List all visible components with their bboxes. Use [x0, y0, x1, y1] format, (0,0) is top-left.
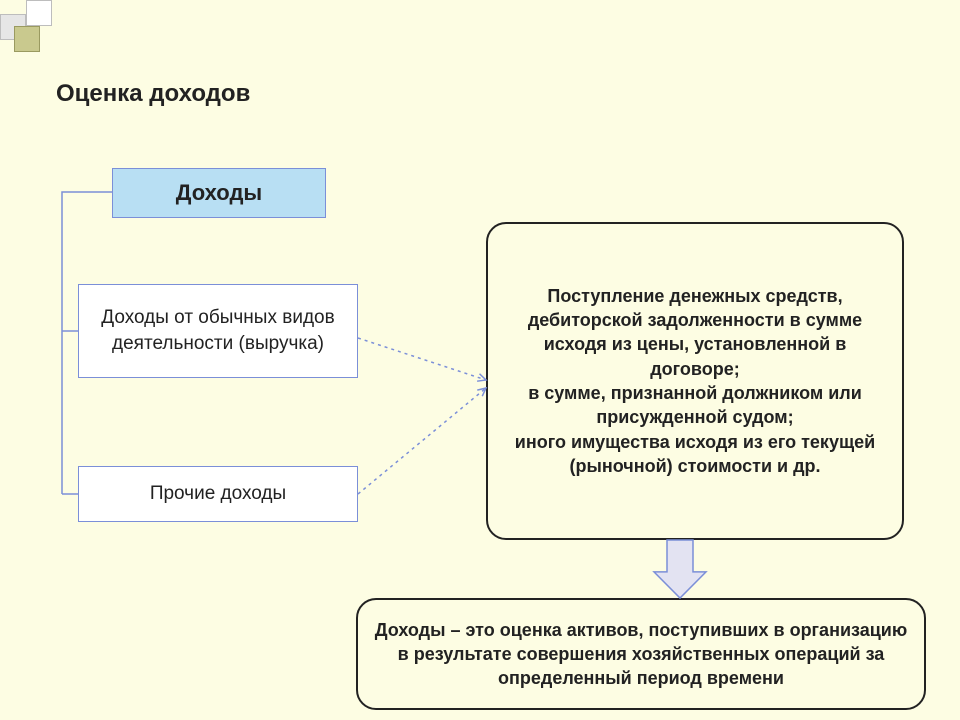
node-root-income: Доходы: [112, 168, 326, 218]
node-ordinary-label: Доходы от обычных видов деятельности (вы…: [79, 305, 357, 356]
node-detail-label: Поступление денежных средств, дебиторско…: [502, 284, 888, 478]
slide-title: Оценка доходов: [56, 80, 250, 108]
node-other-label: Прочие доходы: [150, 481, 286, 507]
node-detail-box: Поступление денежных средств, дебиторско…: [486, 222, 904, 540]
decor-square-c: [14, 26, 40, 52]
node-other-income: Прочие доходы: [78, 466, 358, 522]
node-root-label: Доходы: [176, 178, 262, 208]
node-definition-label: Доходы – это оценка активов, поступивших…: [372, 618, 910, 691]
node-ordinary-income: Доходы от обычных видов деятельности (вы…: [78, 284, 358, 378]
decor-square-b: [26, 0, 52, 26]
node-definition-box: Доходы – это оценка активов, поступивших…: [356, 598, 926, 710]
